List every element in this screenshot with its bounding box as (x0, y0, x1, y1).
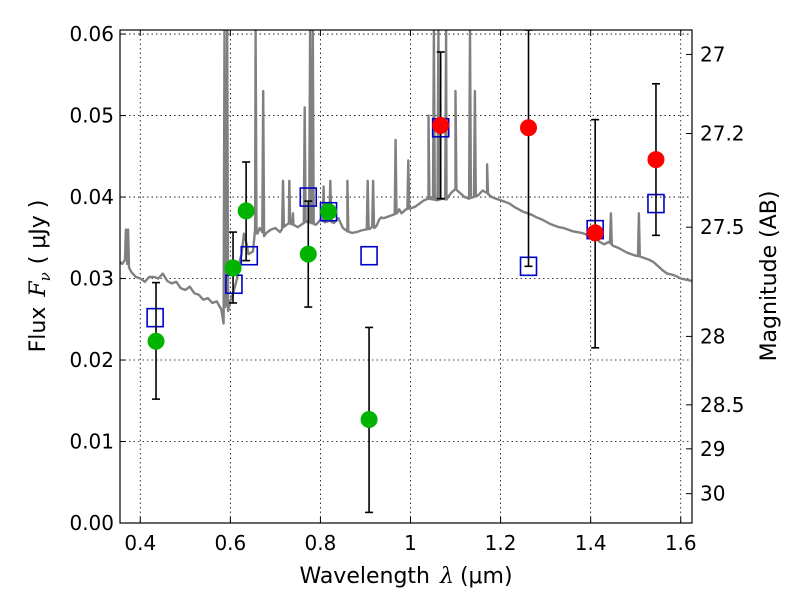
model-photometry-box (240, 245, 259, 266)
model-photometry-box (146, 307, 164, 328)
observed-point-layer (147, 116, 665, 429)
axis-tick-labels: 0.4 0.6 0.8 1 1.2 1.4 1.6 0.00 0.01 0.02 0.03 0.04 0… (69, 22, 744, 555)
plot-frame (119, 29, 693, 524)
x-axis-label: Wavelength λ (μm) (299, 564, 512, 589)
y2-tick-label: 27 (700, 42, 725, 66)
plot-area (120, 30, 692, 514)
x-tick-label: 1 (404, 531, 417, 555)
y2-tick-label: 27.5 (700, 215, 745, 239)
observed-point (237, 202, 255, 220)
spectrum-layer (120, 30, 692, 325)
x-tick-label: 1.2 (485, 531, 517, 555)
y-tick-label: 0.06 (69, 22, 114, 46)
axis-ticks (120, 30, 692, 524)
y-tick-label: 0.04 (69, 185, 114, 209)
y2-tick-label: 27.2 (700, 121, 745, 145)
x-tick-label: 0.8 (305, 531, 337, 555)
observed-point (224, 259, 242, 277)
observed-point (520, 119, 538, 137)
observed-point (147, 332, 165, 350)
observed-point (320, 203, 338, 221)
observed-point (360, 411, 378, 429)
observed-point (299, 245, 317, 263)
y-tick-label: 0.05 (69, 104, 114, 128)
y-tick-label: 0.00 (69, 511, 114, 535)
y-tick-label: 0.03 (69, 267, 114, 291)
y-tick-label: 0.02 (69, 348, 114, 372)
x-tick-label: 0.4 (124, 531, 156, 555)
y-tick-label: 0.01 (69, 430, 114, 454)
y2-tick-label: 28.5 (700, 393, 745, 417)
x-tick-label: 0.6 (214, 531, 246, 555)
y2-tick-label: 29 (700, 437, 725, 461)
observed-point (432, 116, 450, 134)
observed-point (647, 151, 665, 169)
x-tick-label: 1.6 (665, 531, 697, 555)
y2-tick-label: 30 (700, 482, 725, 506)
y2-tick-label: 28 (700, 324, 725, 348)
y-axis-label: FluxFν( μJy ) (26, 200, 54, 353)
grid-lines (120, 30, 692, 524)
y2-axis-label: Magnitude (AB) (757, 191, 782, 362)
model-spectrum-line (120, 30, 692, 325)
model-photometry-box (360, 245, 378, 266)
x-tick-label: 1.4 (575, 531, 607, 555)
observed-point (586, 224, 604, 242)
